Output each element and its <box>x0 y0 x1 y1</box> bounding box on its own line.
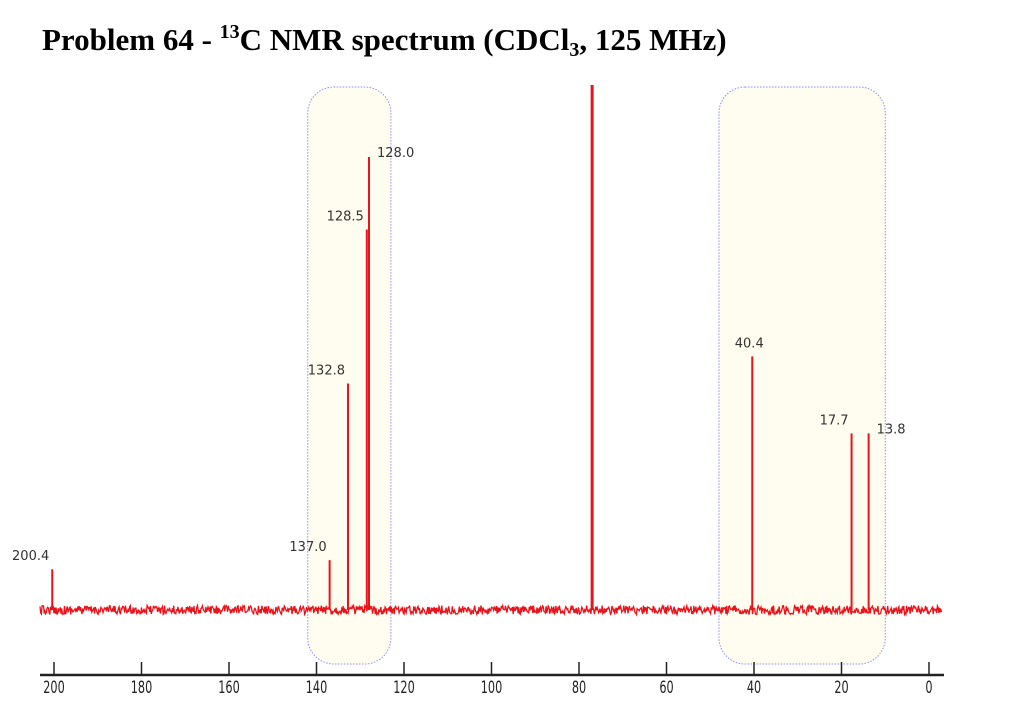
highlight-region-2 <box>718 86 886 665</box>
peak-label-200.4: 200.4 <box>12 549 49 564</box>
title-suffix: , 125 MHz) <box>579 22 727 57</box>
peak-label-137: 137.0 <box>289 540 326 555</box>
x-tick-label-100: 100 <box>481 678 502 698</box>
x-tick-label-120: 120 <box>393 678 414 698</box>
x-tick-label-60: 60 <box>659 678 673 698</box>
peak-label-132.8: 132.8 <box>308 364 345 379</box>
peak-label-17.7: 17.7 <box>820 413 849 428</box>
x-tick-label-40: 40 <box>747 678 761 698</box>
title-main: C NMR spectrum (CDCl <box>239 22 570 57</box>
title-prefix: Problem 64 - <box>42 22 220 57</box>
x-tick-label-200: 200 <box>43 678 64 698</box>
title-subscript: 3 <box>569 39 580 61</box>
peak-label-40.4: 40.4 <box>735 336 764 351</box>
x-tick-label-80: 80 <box>572 678 586 698</box>
x-tick-label-0: 0 <box>925 678 932 698</box>
x-tick-label-160: 160 <box>218 678 239 698</box>
peak-label-13.8: 13.8 <box>877 422 906 437</box>
x-tick-label-140: 140 <box>306 678 327 698</box>
peak-label-128.5: 128.5 <box>327 209 364 224</box>
chart-title: Problem 64 - 13C NMR spectrum (CDCl3, 12… <box>42 21 727 61</box>
peak-label-128: 128.0 <box>377 146 414 161</box>
x-tick-label-20: 20 <box>834 678 848 698</box>
x-tick-label-180: 180 <box>131 678 152 698</box>
baseline-noise <box>39 603 943 617</box>
title-isotope: 13 <box>219 21 240 43</box>
highlight-region-1 <box>307 86 392 665</box>
